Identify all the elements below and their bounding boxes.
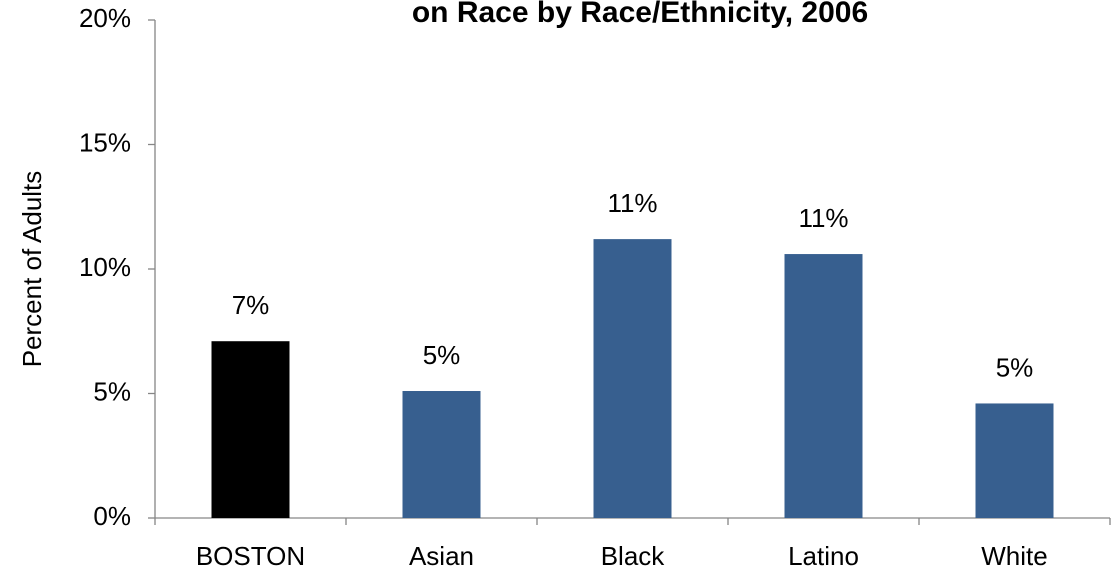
- bar: [975, 403, 1054, 518]
- value-label: 5%: [423, 340, 461, 370]
- chart-title: on Race by Race/Ethnicity, 2006: [412, 0, 868, 29]
- bar: [402, 391, 481, 518]
- bar: [784, 254, 863, 518]
- y-tick-label: 15%: [79, 127, 131, 157]
- y-tick-label: 20%: [79, 3, 131, 33]
- x-tick-label: Black: [601, 541, 666, 571]
- x-tick-label: White: [981, 541, 1047, 571]
- y-tick-label: 5%: [93, 376, 131, 406]
- x-tick-label: Latino: [788, 541, 859, 571]
- y-axis-label: Percent of Adults: [17, 171, 47, 368]
- value-label: 11%: [607, 188, 657, 218]
- value-label: 7%: [232, 290, 270, 320]
- x-tick-label: Asian: [409, 541, 474, 571]
- bar: [211, 341, 290, 518]
- x-tick-label: BOSTON: [196, 541, 305, 571]
- value-label: 5%: [996, 352, 1034, 382]
- bar: [593, 239, 672, 518]
- y-tick-label: 10%: [79, 252, 131, 282]
- y-tick-label: 0%: [93, 501, 131, 531]
- value-label: 11%: [798, 203, 848, 233]
